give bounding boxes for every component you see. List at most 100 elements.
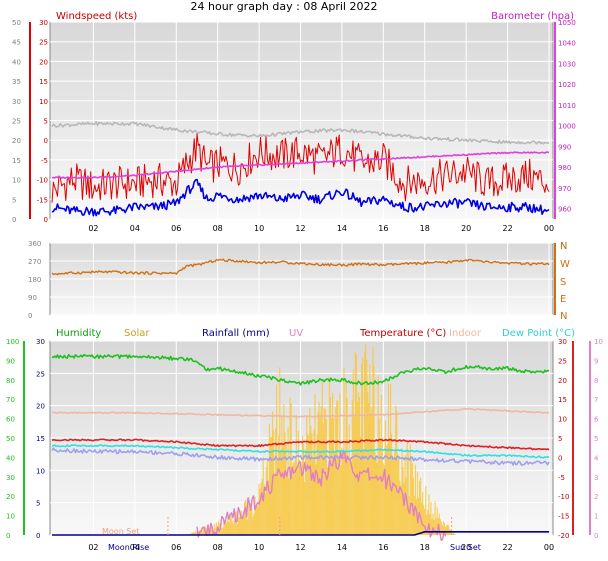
humidity-tick-label: 100	[6, 338, 19, 346]
x-tick-label: 06	[171, 224, 181, 233]
rainfall-tick-label: 25	[36, 370, 45, 378]
series-line-apparent	[51, 447, 550, 466]
humidity-tick-label: 0	[6, 532, 10, 540]
direction-tick-label: 0	[28, 312, 32, 320]
x-tick-label: 20	[461, 543, 471, 552]
temperature-tick-label: -5	[558, 474, 565, 482]
wind-outer-tick-label: 50	[12, 19, 21, 27]
rainfall-tick-label: 10	[36, 467, 45, 475]
uv-tick-label: 2	[594, 493, 598, 501]
baro-tick-label: 980	[558, 164, 571, 172]
x-tick-label: 12	[295, 543, 305, 552]
x-tick-label: 14	[337, 224, 347, 233]
uv-tick-label: 0	[594, 532, 598, 540]
series-line-rainfall-mm	[52, 530, 549, 536]
legend-indoor: Indoor	[449, 328, 482, 339]
wind-inner-tick-label: 30	[39, 19, 48, 27]
wind-outer-tick-label: 25	[12, 118, 21, 126]
series-line-humidity	[51, 353, 550, 386]
compass-label: S	[560, 277, 566, 288]
uv-tick-label: 5	[594, 435, 598, 443]
x-tick-label: 18	[420, 543, 430, 552]
humidity-tick-label: 50	[6, 435, 15, 443]
x-tick-label: 00	[544, 543, 554, 552]
legend-solar: Solar	[124, 328, 150, 339]
x-tick-label: 10	[254, 224, 264, 233]
direction-tick-label: 180	[28, 276, 41, 284]
uv-tick-label: 8	[594, 377, 598, 385]
x-tick-label: 14	[337, 543, 347, 552]
x-tick-label: 08	[213, 224, 223, 233]
direction-gridlines	[50, 242, 553, 316]
humidity-tick-label: 10	[6, 513, 15, 521]
rainfall-tick-label: 20	[36, 403, 45, 411]
wind-series	[51, 121, 550, 217]
x-tick-label: 02	[88, 543, 98, 552]
humidity-tick-label: 70	[6, 396, 15, 404]
legend-uv: UV	[289, 328, 303, 339]
baro-tick-label: 1030	[558, 60, 576, 68]
wind-inner-tick-label: 15	[39, 78, 48, 86]
wind-inner-tick-label: -10	[37, 177, 48, 185]
series-line-wind-direction	[51, 258, 550, 276]
wind-outer-tick-label: 45	[12, 39, 21, 47]
baro-tick-label: 970	[558, 185, 571, 193]
legend-rainfall: Rainfall (mm)	[202, 328, 270, 339]
wind-axes: 0 5 -15 10 -10 15 -5 20 0 25 5 30 10 35 15 40 20 45 25 50 30…	[12, 19, 576, 233]
x-tick-label: 22	[502, 543, 512, 552]
humidity-tick-label: 90	[6, 357, 15, 365]
x-tick-label: 02	[88, 224, 98, 233]
x-tick-label: 04	[130, 224, 140, 233]
uv-tick-label: 6	[594, 416, 599, 424]
uv-tick-label: 1	[594, 513, 598, 521]
uv-tick-label: 7	[594, 396, 598, 404]
series-line-windspeed	[51, 133, 550, 203]
moon-set-annotation: Moon Set	[102, 527, 139, 536]
wind-inner-tick-label: 0	[44, 216, 48, 224]
humidity-tick-label: 40	[6, 454, 15, 462]
compass-label: N	[560, 311, 567, 322]
temperature-tick-label: -20	[558, 532, 569, 540]
wind-inner-tick-label: -15	[37, 196, 48, 204]
rainfall-tick-label: 30	[36, 338, 45, 346]
wind-inner-tick-label: -5	[41, 157, 48, 165]
x-tick-label: 22	[502, 224, 512, 233]
temperature-axes: 0102030405060708090100051015202530-20-15…	[6, 338, 603, 552]
temperature-tick-label: 20	[558, 377, 567, 385]
baro-tick-label: 1000	[558, 123, 576, 131]
temperature-tick-label: 30	[558, 338, 567, 346]
uv-tick-label: 9	[594, 357, 598, 365]
x-tick-label: 00	[544, 224, 554, 233]
x-tick-label: 16	[378, 224, 388, 233]
temperature-tick-label: -10	[558, 493, 569, 501]
wind-outer-tick-label: 40	[12, 58, 21, 66]
barometer-label: Barometer (hpa)	[491, 11, 574, 22]
series-line-indoor	[51, 407, 550, 418]
baro-tick-label: 1050	[558, 19, 576, 27]
series-line-temperature-c	[51, 438, 550, 451]
rainfall-tick-label: 5	[36, 500, 40, 508]
humidity-tick-label: 80	[6, 377, 15, 385]
temperature-tick-label: 25	[558, 357, 567, 365]
wind-outer-tick-label: 15	[12, 157, 21, 165]
page-title: 24 hour graph day : 08 April 2022	[191, 0, 378, 13]
wind-outer-tick-label: 30	[12, 98, 21, 106]
wind-outer-tick-label: 5	[12, 196, 16, 204]
legend-humidity: Humidity	[56, 328, 101, 339]
baro-tick-label: 960	[558, 206, 571, 214]
compass-label: W	[560, 259, 570, 270]
baro-tick-label: 1010	[558, 102, 576, 110]
temperature-tick-label: 5	[558, 435, 562, 443]
direction-tick-label: 90	[28, 294, 37, 302]
wind-inner-tick-label: 10	[39, 98, 48, 106]
wind-outer-tick-label: 10	[12, 177, 21, 185]
direction-tick-label: 360	[28, 240, 41, 248]
wind-outer-tick-label: 0	[12, 216, 16, 224]
rainfall-tick-label: 15	[36, 435, 45, 443]
temperature-tick-label: -15	[558, 513, 569, 521]
temperature-tick-label: 0	[558, 454, 562, 462]
baro-tick-label: 1020	[558, 81, 576, 89]
x-tick-label: 08	[213, 543, 223, 552]
